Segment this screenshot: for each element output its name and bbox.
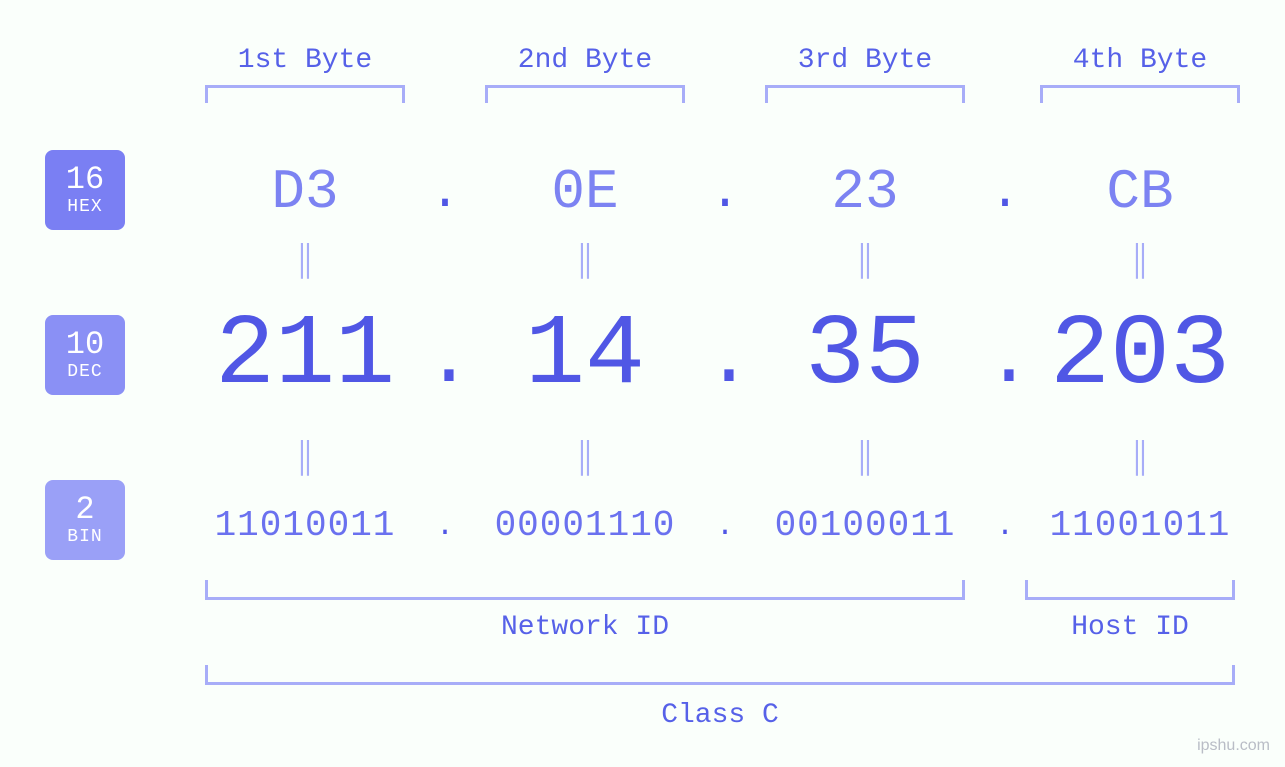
dot-separator: . — [425, 165, 465, 222]
dec-value-1: 211 — [185, 300, 425, 413]
byte-column-2: 2nd Byte 0E ‖ 14 ‖ 00001110 — [465, 0, 705, 767]
byte-header-4: 4th Byte — [1030, 45, 1250, 76]
equals-icon: ‖ — [221, 435, 389, 478]
dec-value-2: 14 — [465, 300, 705, 413]
dot-separator: . — [425, 315, 465, 406]
equals-icon: ‖ — [501, 238, 669, 281]
network-id-bracket — [205, 580, 965, 600]
ip-diagram: 1st Byte D3 ‖ 211 ‖ 11010011 2nd Byte 0E… — [185, 0, 1255, 767]
hex-value-3: 23 — [745, 160, 985, 224]
dec-value-3: 35 — [745, 300, 985, 413]
top-bracket-4 — [1040, 85, 1240, 103]
bin-value-2: 00001110 — [465, 505, 705, 546]
top-bracket-2 — [485, 85, 685, 103]
top-bracket-3 — [765, 85, 965, 103]
badge-bin: 2 BIN — [45, 480, 125, 560]
dot-separator: . — [985, 165, 1025, 222]
badge-hex-number: 16 — [66, 163, 104, 197]
byte-column-1: 1st Byte D3 ‖ 211 ‖ 11010011 — [185, 0, 425, 767]
byte-header-3: 3rd Byte — [755, 45, 975, 76]
byte-column-3: 3rd Byte 23 ‖ 35 ‖ 00100011 — [745, 0, 985, 767]
badge-hex: 16 HEX — [45, 150, 125, 230]
badge-dec: 10 DEC — [45, 315, 125, 395]
bin-value-3: 00100011 — [745, 505, 985, 546]
hex-value-4: CB — [1025, 160, 1255, 224]
dec-value-4: 203 — [1025, 300, 1255, 413]
equals-icon: ‖ — [501, 435, 669, 478]
dot-separator: . — [705, 315, 745, 406]
hex-value-2: 0E — [465, 160, 705, 224]
byte-column-4: 4th Byte CB ‖ 203 ‖ 11001011 — [1025, 0, 1255, 767]
dot-separator: . — [985, 315, 1025, 406]
equals-icon: ‖ — [781, 435, 949, 478]
bin-value-4: 11001011 — [1025, 505, 1255, 546]
class-label: Class C — [205, 700, 1235, 731]
dot-separator: . — [985, 510, 1025, 544]
base-badges: 16 HEX 10 DEC 2 BIN — [45, 0, 125, 767]
equals-icon: ‖ — [1060, 435, 1221, 478]
network-id-label: Network ID — [205, 612, 965, 643]
equals-icon: ‖ — [221, 238, 389, 281]
badge-dec-number: 10 — [66, 328, 104, 362]
dot-separator: . — [705, 165, 745, 222]
equals-icon: ‖ — [781, 238, 949, 281]
badge-hex-label: HEX — [67, 198, 102, 217]
dot-separator: . — [705, 510, 745, 544]
byte-header-1: 1st Byte — [195, 45, 415, 76]
badge-dec-label: DEC — [67, 363, 102, 382]
equals-icon: ‖ — [1060, 238, 1221, 281]
badge-bin-label: BIN — [67, 528, 102, 547]
hex-value-1: D3 — [185, 160, 425, 224]
host-id-label: Host ID — [1025, 612, 1235, 643]
host-id-bracket — [1025, 580, 1235, 600]
class-bracket — [205, 665, 1235, 685]
dot-separator: . — [425, 510, 465, 544]
byte-header-2: 2nd Byte — [475, 45, 695, 76]
badge-bin-number: 2 — [75, 493, 94, 527]
bin-value-1: 11010011 — [185, 505, 425, 546]
top-bracket-1 — [205, 85, 405, 103]
watermark: ipshu.com — [1197, 737, 1270, 755]
